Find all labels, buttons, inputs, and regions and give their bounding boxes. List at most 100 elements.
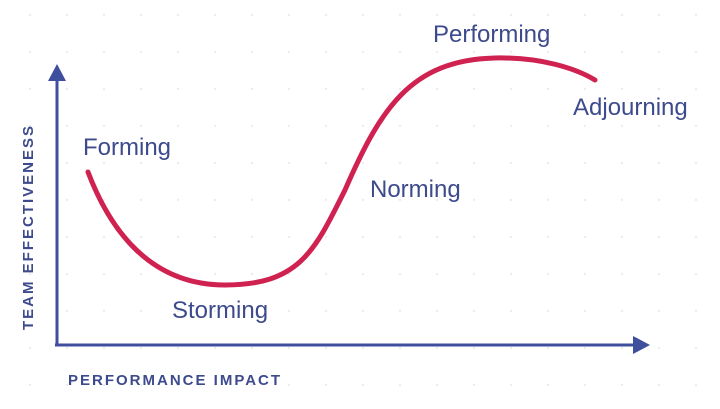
grid-dot xyxy=(657,383,661,387)
grid-dot xyxy=(509,124,513,128)
grid-dot xyxy=(694,235,698,239)
grid-dot xyxy=(620,383,624,387)
grid-dot xyxy=(28,87,32,91)
grid-dot xyxy=(435,87,439,91)
grid-dot xyxy=(398,50,402,54)
grid-dot xyxy=(583,235,587,239)
grid-dot xyxy=(435,272,439,276)
grid-dot xyxy=(472,272,476,276)
grid-dot xyxy=(213,198,217,202)
grid-dot xyxy=(398,346,402,350)
grid-dot xyxy=(65,198,69,202)
grid-dot xyxy=(324,272,328,276)
grid-dot xyxy=(324,198,328,202)
grid-dot xyxy=(213,309,217,313)
grid-dot xyxy=(546,87,550,91)
grid-dot xyxy=(250,346,254,350)
grid-dot xyxy=(361,87,365,91)
grid-dot xyxy=(102,309,106,313)
grid-dot xyxy=(509,50,513,54)
grid-dot xyxy=(509,235,513,239)
grid-dot xyxy=(139,124,143,128)
grid-dot xyxy=(102,50,106,54)
grid-dot xyxy=(176,13,180,17)
x-axis-label: PERFORMANCE IMPACT xyxy=(68,372,282,389)
grid-dot xyxy=(250,87,254,91)
grid-dot xyxy=(65,235,69,239)
grid-dot xyxy=(509,161,513,165)
grid-dot xyxy=(694,272,698,276)
grid-dot xyxy=(213,50,217,54)
grid-dot xyxy=(657,13,661,17)
grid-dot xyxy=(287,161,291,165)
grid-dot xyxy=(361,346,365,350)
grid-dot xyxy=(435,161,439,165)
grid-dot xyxy=(176,87,180,91)
grid-dot xyxy=(620,272,624,276)
grid-dot xyxy=(435,235,439,239)
grid-dot xyxy=(324,50,328,54)
grid-dot xyxy=(176,235,180,239)
grid-dot xyxy=(28,124,32,128)
grid-dot xyxy=(620,124,624,128)
grid-dot xyxy=(287,235,291,239)
grid-dot xyxy=(102,124,106,128)
grid-dot xyxy=(139,198,143,202)
grid-dot xyxy=(65,309,69,313)
grid-dot xyxy=(65,383,69,387)
grid-dot xyxy=(583,383,587,387)
grid-dot xyxy=(324,346,328,350)
grid-dot xyxy=(102,161,106,165)
grid-dot xyxy=(620,161,624,165)
grid-dot xyxy=(509,383,513,387)
grid-dot xyxy=(250,161,254,165)
grid-dot xyxy=(213,383,217,387)
grid-dot xyxy=(620,50,624,54)
grid-dot xyxy=(509,272,513,276)
stage-label-performing: Performing xyxy=(433,21,550,48)
grid-dot xyxy=(213,161,217,165)
grid-dot xyxy=(657,161,661,165)
grid-dot xyxy=(620,87,624,91)
grid-dot xyxy=(213,87,217,91)
grid-dot xyxy=(472,235,476,239)
grid-dot xyxy=(435,124,439,128)
grid-dot xyxy=(546,198,550,202)
grid-dot xyxy=(509,13,513,17)
grid-dot xyxy=(398,383,402,387)
grid-dot xyxy=(324,161,328,165)
grid-dot xyxy=(694,124,698,128)
grid-dot xyxy=(287,13,291,17)
grid-dot xyxy=(176,50,180,54)
grid-dot xyxy=(139,309,143,313)
grid-dot xyxy=(620,309,624,313)
grid-dot xyxy=(176,161,180,165)
grid-dot xyxy=(583,272,587,276)
grid-dot xyxy=(361,13,365,17)
grid-dot xyxy=(213,124,217,128)
stage-label-adjourning: Adjourning xyxy=(573,94,688,121)
grid-dot xyxy=(472,346,476,350)
grid-dot xyxy=(435,50,439,54)
grid-dot xyxy=(694,198,698,202)
grid-dot xyxy=(435,346,439,350)
grid-dot xyxy=(287,50,291,54)
grid-dot xyxy=(324,235,328,239)
grid-dot xyxy=(583,50,587,54)
grid-dot xyxy=(472,161,476,165)
grid-dot xyxy=(509,346,513,350)
grid-dot xyxy=(250,309,254,313)
grid-dot xyxy=(472,50,476,54)
grid-dot xyxy=(657,87,661,91)
grid-dot xyxy=(28,161,32,165)
grid-dot xyxy=(102,13,106,17)
grid-dot xyxy=(324,383,328,387)
stage-label-storming: Storming xyxy=(172,297,268,324)
grid-dot xyxy=(546,161,550,165)
grid-dot xyxy=(287,124,291,128)
y-axis-arrow-icon xyxy=(48,64,66,81)
grid-dot xyxy=(361,272,365,276)
grid-dot xyxy=(176,198,180,202)
grid-dot xyxy=(472,87,476,91)
